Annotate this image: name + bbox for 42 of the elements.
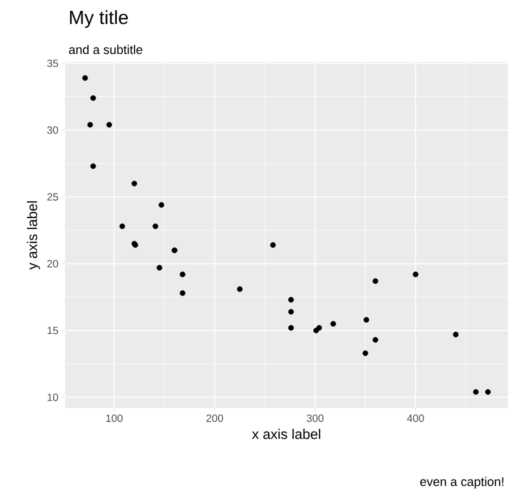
x-tick-label: 400	[407, 414, 424, 422]
y-tick-label: 25	[47, 193, 58, 201]
point	[152, 224, 158, 230]
point	[87, 122, 93, 128]
chart-subtitle: and a subtitle	[69, 44, 142, 54]
point	[270, 242, 276, 248]
y-tick-label: 10	[48, 394, 58, 402]
point	[288, 309, 294, 315]
point	[180, 272, 186, 278]
y-tick-label: 30	[47, 126, 58, 134]
point	[119, 224, 126, 230]
point	[372, 278, 378, 284]
point	[90, 95, 96, 101]
point	[156, 264, 162, 271]
point	[330, 321, 336, 327]
x-tick-label: 300	[306, 414, 324, 422]
point	[372, 337, 378, 343]
x-tick-label: 100	[106, 414, 123, 422]
chart-title: My title	[70, 10, 128, 28]
point	[288, 296, 294, 303]
point	[412, 272, 418, 278]
y-tick-label: 20	[47, 260, 58, 268]
point	[132, 180, 138, 186]
point	[362, 350, 368, 356]
point	[180, 290, 186, 296]
point	[364, 317, 370, 323]
y-axis-title: y axis label	[26, 201, 40, 270]
point	[158, 202, 164, 208]
y-tick-label: 15	[48, 326, 58, 334]
point	[82, 75, 88, 81]
point	[313, 328, 319, 334]
point	[485, 389, 491, 395]
point	[288, 325, 294, 331]
point	[452, 332, 459, 338]
point	[90, 163, 96, 169]
text: even a caption!	[420, 476, 504, 489]
point	[473, 389, 479, 395]
x-axis-title: x axis label	[252, 428, 320, 440]
point	[106, 122, 112, 128]
y-tick-label: 35	[47, 60, 58, 68]
point	[236, 286, 243, 292]
x-tick-label: 200	[206, 414, 224, 422]
